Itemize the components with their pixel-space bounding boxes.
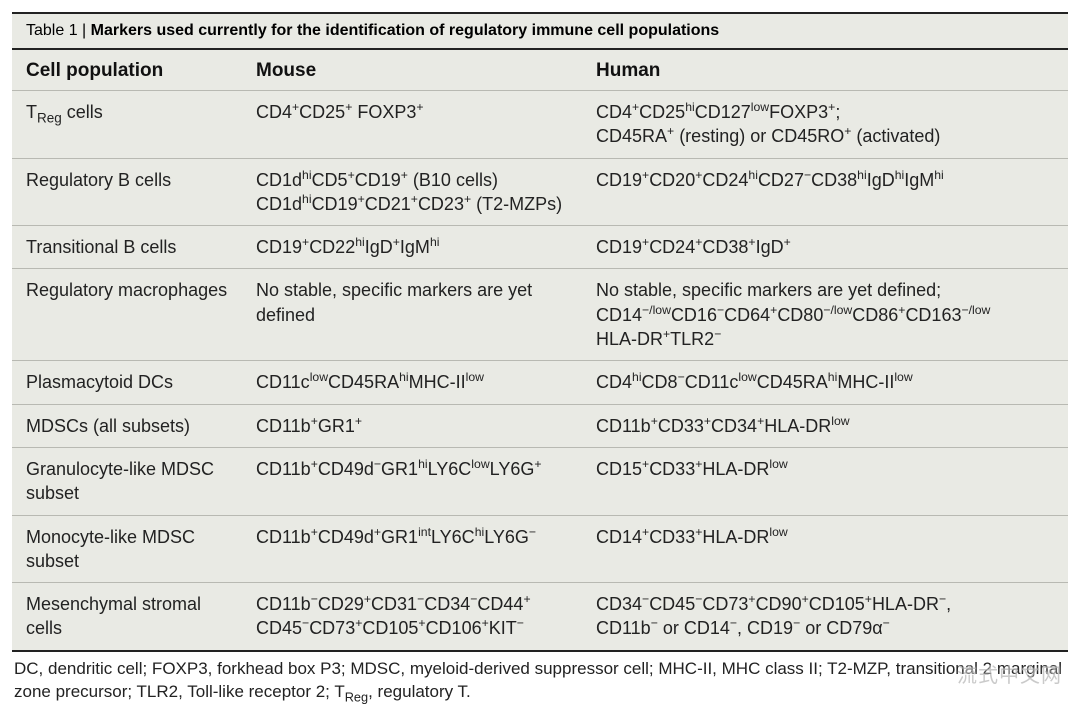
col-header-cell-population: Cell population xyxy=(12,49,242,91)
table-header-row: Cell population Mouse Human xyxy=(12,49,1068,91)
table-label: Table 1 | xyxy=(26,22,91,39)
cell-mouse: CD19+CD22hiIgD+IgMhi xyxy=(242,226,582,269)
table-title-row: Table 1 | Markers used currently for the… xyxy=(12,13,1068,49)
cell-human: CD19+CD20+CD24hiCD27−CD38hiIgDhiIgMhi xyxy=(582,158,1068,226)
cell-human: CD34−CD45−CD73+CD90+CD105+HLA-DR−,CD11b−… xyxy=(582,583,1068,651)
cell-population: Transitional B cells xyxy=(12,226,242,269)
cell-human: CD14+CD33+HLA-DRlow xyxy=(582,515,1068,583)
table-row: Regulatory macrophagesNo stable, specifi… xyxy=(12,269,1068,361)
cell-population: Plasmacytoid DCs xyxy=(12,361,242,404)
markers-table: Table 1 | Markers used currently for the… xyxy=(12,12,1068,652)
cell-mouse: CD11b−CD29+CD31−CD34−CD44+CD45−CD73+CD10… xyxy=(242,583,582,651)
cell-human: CD4hiCD8−CD11clowCD45RAhiMHC-IIlow xyxy=(582,361,1068,404)
cell-population: Regulatory B cells xyxy=(12,158,242,226)
cell-human: No stable, specific markers are yet defi… xyxy=(582,269,1068,361)
cell-mouse: CD11b+CD49d−GR1hiLY6ClowLY6G+ xyxy=(242,447,582,515)
cell-population: Monocyte-like MDSC subset xyxy=(12,515,242,583)
cell-mouse: CD11clowCD45RAhiMHC-IIlow xyxy=(242,361,582,404)
cell-mouse: CD11b+CD49d+GR1intLY6ChiLY6G− xyxy=(242,515,582,583)
cell-population: Granulocyte-like MDSC subset xyxy=(12,447,242,515)
cell-mouse: No stable, specific markers are yet defi… xyxy=(242,269,582,361)
cell-population: MDSCs (all subsets) xyxy=(12,404,242,447)
table-row: Plasmacytoid DCsCD11clowCD45RAhiMHC-IIlo… xyxy=(12,361,1068,404)
table-title-cell: Table 1 | Markers used currently for the… xyxy=(12,13,1068,49)
cell-human: CD15+CD33+HLA-DRlow xyxy=(582,447,1068,515)
table-row: MDSCs (all subsets)CD11b+GR1+CD11b+CD33+… xyxy=(12,404,1068,447)
table-row: Transitional B cellsCD19+CD22hiIgD+IgMhi… xyxy=(12,226,1068,269)
cell-population: TReg cells xyxy=(12,91,242,159)
cell-mouse: CD11b+GR1+ xyxy=(242,404,582,447)
table-footnote: DC, dendritic cell; FOXP3, forkhead box … xyxy=(14,659,1062,701)
cell-human: CD11b+CD33+CD34+HLA-DRlow xyxy=(582,404,1068,447)
table-footnote-wrap: DC, dendritic cell; FOXP3, forkhead box … xyxy=(12,652,1068,704)
col-header-mouse: Mouse xyxy=(242,49,582,91)
table-row: TReg cellsCD4+CD25+ FOXP3+CD4+CD25hiCD12… xyxy=(12,91,1068,159)
table-row: Mesenchymal stromal cellsCD11b−CD29+CD31… xyxy=(12,583,1068,651)
table-row: Monocyte-like MDSC subsetCD11b+CD49d+GR1… xyxy=(12,515,1068,583)
cell-human: CD19+CD24+CD38+IgD+ xyxy=(582,226,1068,269)
table-title: Markers used currently for the identific… xyxy=(91,22,720,39)
table-row: Granulocyte-like MDSC subsetCD11b+CD49d−… xyxy=(12,447,1068,515)
cell-mouse: CD1dhiCD5+CD19+ (B10 cells)CD1dhiCD19+CD… xyxy=(242,158,582,226)
cell-mouse: CD4+CD25+ FOXP3+ xyxy=(242,91,582,159)
cell-population: Mesenchymal stromal cells xyxy=(12,583,242,651)
col-header-human: Human xyxy=(582,49,1068,91)
cell-population: Regulatory macrophages xyxy=(12,269,242,361)
cell-human: CD4+CD25hiCD127lowFOXP3+;CD45RA+ (restin… xyxy=(582,91,1068,159)
table-row: Regulatory B cellsCD1dhiCD5+CD19+ (B10 c… xyxy=(12,158,1068,226)
